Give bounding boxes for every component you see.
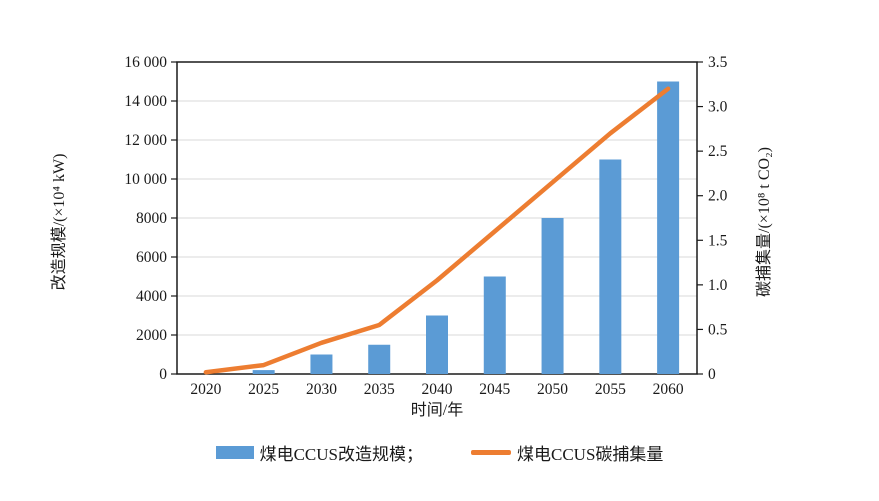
- legend: 煤电CCUS改造规模； 煤电CCUS碳捕集量: [0, 440, 879, 465]
- bar-2025: [252, 370, 275, 374]
- left-tick-label: 8000: [136, 210, 167, 227]
- x-tick-label: 2055: [595, 381, 626, 398]
- left-tick-label: 12 000: [124, 132, 167, 149]
- left-tick-label: 0: [159, 366, 167, 383]
- x-tick-label: 2050: [537, 381, 568, 398]
- right-tick-label: 1.5: [708, 232, 728, 249]
- bar-2050: [541, 218, 564, 374]
- x-tick-label: 2020: [190, 381, 221, 398]
- carbon-capture-line: [203, 86, 671, 375]
- left-tick-label: 10 000: [124, 171, 167, 188]
- right-tick-label: 2.5: [708, 143, 728, 160]
- x-tick-label: 2035: [364, 381, 395, 398]
- right-tick-label: 0.5: [708, 321, 728, 338]
- bar-series-swatch-icon: [215, 446, 254, 459]
- x-axis-title: 时间/年: [410, 402, 464, 419]
- bar-2030: [310, 354, 333, 374]
- bar-2040: [426, 315, 448, 374]
- bar-2035: [368, 344, 391, 374]
- right-tick-label: 3.5: [708, 54, 728, 71]
- right-tick-label: 2.0: [708, 188, 728, 205]
- left-axis-title: 改造规模/(×10⁴ kW): [51, 153, 68, 291]
- bar-2060: [657, 81, 680, 374]
- left-tick-label: 2000: [136, 327, 167, 344]
- left-tick-label: 16 000: [124, 54, 167, 71]
- legend-item-carbon-capture: 煤电CCUS碳捕集量: [471, 440, 663, 465]
- left-tick-label: 4000: [136, 288, 167, 305]
- x-tick-label: 2025: [248, 381, 279, 398]
- right-tick-label: 0: [708, 366, 716, 383]
- legend-item-retrofit-scale: 煤电CCUS改造规模；: [215, 440, 423, 465]
- x-tick-label: 2060: [653, 381, 684, 398]
- right-tick-label: 3.0: [708, 99, 728, 116]
- x-tick-label: 2045: [479, 381, 510, 398]
- right-axis-title: 碳捕集量/(×10⁸ t CO₂): [756, 147, 773, 297]
- bar-2055: [599, 159, 622, 374]
- left-tick-label: 6000: [136, 249, 167, 266]
- left-tick-label: 14 000: [124, 93, 167, 110]
- right-tick-label: 1.0: [708, 277, 728, 294]
- legend-label-retrofit-scale: 煤电CCUS改造规模；: [259, 445, 423, 464]
- line-series-swatch-icon: [471, 450, 511, 455]
- bar-2045: [483, 276, 506, 374]
- legend-label-carbon-capture: 煤电CCUS碳捕集量: [517, 445, 664, 464]
- x-tick-label: 2030: [306, 381, 337, 398]
- x-tick-label: 2040: [422, 381, 453, 398]
